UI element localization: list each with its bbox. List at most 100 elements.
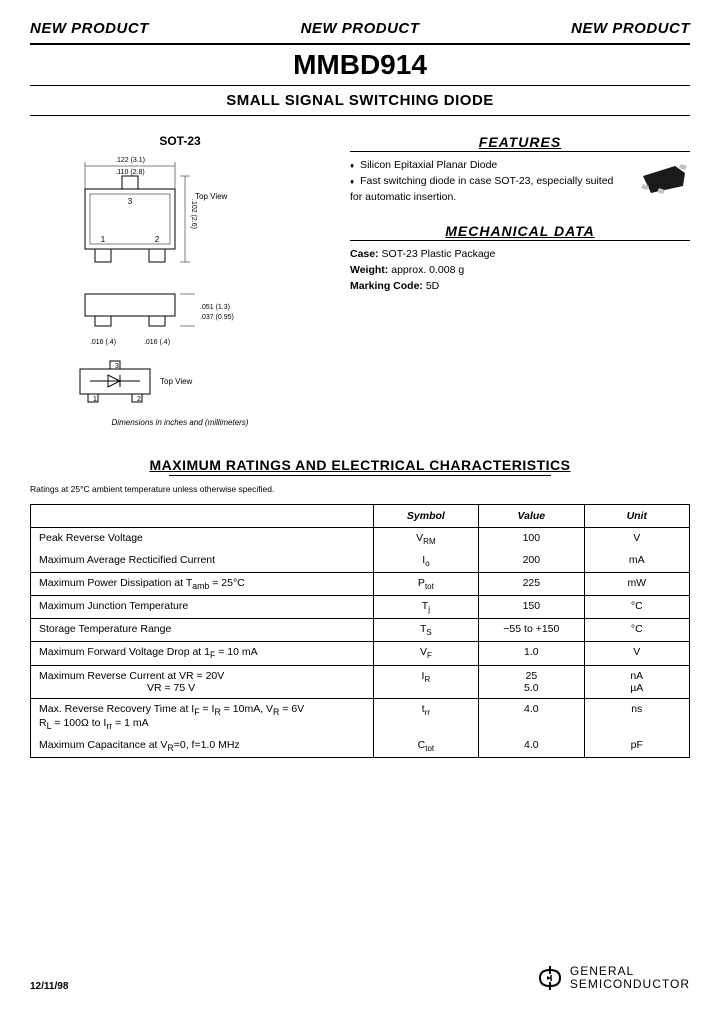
table-row: Maximum Capacitance at VR=0, f=1.0 MHzCt… — [31, 735, 690, 758]
mechanical-header-wrap: MECHANICAL DATA — [350, 223, 690, 241]
cell-unit: pF — [584, 735, 689, 758]
cell-param: Maximum Forward Voltage Drop at 1F = 10 … — [31, 642, 374, 665]
svg-text:2: 2 — [155, 235, 160, 244]
svg-text:1: 1 — [101, 235, 106, 244]
cell-value: −55 to +150 — [479, 619, 584, 642]
rule-top — [30, 43, 690, 45]
logo-text: GENERAL SEMICONDUCTOR — [570, 965, 690, 991]
cell-unit: mW — [584, 573, 689, 596]
features-list: Silicon Epitaxial Planar Diode Fast swit… — [350, 158, 627, 205]
banner-right: NEW PRODUCT — [571, 20, 690, 37]
svg-text:.110 (2.8): .110 (2.8) — [115, 169, 144, 176]
feature-item: Fast switching diode in case SOT-23, esp… — [350, 174, 627, 206]
col-value: Value — [479, 505, 584, 528]
rule-under-part — [30, 85, 690, 86]
banner-center: NEW PRODUCT — [301, 20, 420, 37]
rule-under-ratings — [169, 475, 552, 476]
cell-param: Maximum Average Recticified Current — [31, 550, 374, 573]
marking-label: Marking Code: — [350, 280, 423, 292]
cell-unit: mA — [584, 550, 689, 573]
cell-unit: °C — [584, 596, 689, 619]
cell-value: 4.0 — [479, 735, 584, 758]
weight-label: Weight: — [350, 264, 388, 276]
table-row: Maximum Reverse Current at VR = 20V VR =… — [31, 665, 690, 698]
feature-item: Silicon Epitaxial Planar Diode — [350, 158, 627, 174]
cell-unit: ns — [584, 698, 689, 735]
company-logo: GENERAL SEMICONDUCTOR — [536, 964, 690, 992]
cell-symbol: Ctot — [373, 735, 478, 758]
part-number: MMBD914 — [30, 49, 690, 81]
cell-value: 255.0 — [479, 665, 584, 698]
svg-text:.051 (1.3): .051 (1.3) — [200, 304, 230, 311]
cell-symbol: Tj — [373, 596, 478, 619]
table-row: Max. Reverse Recovery Time at IF = IR = … — [31, 698, 690, 735]
cell-unit: V — [584, 642, 689, 665]
svg-text:.016 (.4): .016 (.4) — [90, 339, 116, 346]
package-label: SOT-23 — [30, 134, 330, 148]
cell-value: 200 — [479, 550, 584, 573]
cell-param: Storage Temperature Range — [31, 619, 374, 642]
features-header-wrap: FEATURES — [350, 134, 690, 152]
package-diagram-column: SOT-23 3 1 2 .122 (3.1) .110 (2.8) — [30, 134, 330, 427]
ratings-header: MAXIMUM RATINGS AND ELECTRICAL CHARACTER… — [30, 457, 690, 473]
cell-unit: V — [584, 528, 689, 551]
mechanical-data: Case: SOT-23 Plastic Package Weight: app… — [350, 247, 690, 294]
cell-param: Maximum Junction Temperature — [31, 596, 374, 619]
col-symbol: Symbol — [373, 505, 478, 528]
cell-symbol: trr — [373, 698, 478, 735]
table-row: Maximum Power Dissipation at Tamb = 25°C… — [31, 573, 690, 596]
ratings-table: Symbol Value Unit Peak Reverse VoltageVR… — [30, 504, 690, 758]
dimensions-note: Dimensions in inches and (millimeters) — [30, 418, 330, 427]
weight-value: approx. 0.008 g — [391, 264, 464, 276]
footer: 12/11/98 GENERAL SEMICONDUCTOR — [30, 964, 690, 992]
cell-param: Max. Reverse Recovery Time at IF = IR = … — [31, 698, 374, 735]
cell-param: Maximum Reverse Current at VR = 20V VR =… — [31, 665, 374, 698]
table-row: Peak Reverse VoltageVRM100V — [31, 528, 690, 551]
cell-param: Maximum Power Dissipation at Tamb = 25°C — [31, 573, 374, 596]
svg-text:2: 2 — [137, 396, 141, 403]
table-row: Maximum Average Recticified CurrentIo200… — [31, 550, 690, 573]
header-banner: NEW PRODUCT NEW PRODUCT NEW PRODUCT — [30, 20, 690, 37]
cell-symbol: VF — [373, 642, 478, 665]
cell-value: 150 — [479, 596, 584, 619]
case-value: SOT-23 Plastic Package — [382, 248, 496, 260]
svg-text:.037 (0.95): .037 (0.95) — [200, 314, 234, 321]
cell-symbol: TS — [373, 619, 478, 642]
features-row: Silicon Epitaxial Planar Diode Fast swit… — [350, 158, 690, 205]
cell-symbol: Io — [373, 550, 478, 573]
rule-under-subtitle — [30, 115, 690, 116]
cell-symbol: VRM — [373, 528, 478, 551]
cell-symbol: IR — [373, 665, 478, 698]
table-row: Maximum Junction TemperatureTj150°C — [31, 596, 690, 619]
svg-text:Top View: Top View — [160, 377, 193, 386]
svg-text:3: 3 — [115, 363, 119, 370]
package-diagram: 3 1 2 .122 (3.1) .110 (2.8) Top View .10… — [30, 154, 310, 414]
top-section: SOT-23 3 1 2 .122 (3.1) .110 (2.8) — [30, 134, 690, 427]
cell-unit: °C — [584, 619, 689, 642]
svg-text:.102 (2.6): .102 (2.6) — [190, 199, 197, 229]
features-header: FEATURES — [350, 134, 690, 150]
table-row: Maximum Forward Voltage Drop at 1F = 10 … — [31, 642, 690, 665]
ratings-note: Ratings at 25°C ambient temperature unle… — [30, 484, 690, 494]
cell-value: 4.0 — [479, 698, 584, 735]
sot23-outline-svg: 3 1 2 .122 (3.1) .110 (2.8) Top View .10… — [30, 154, 310, 414]
marking-value: 5D — [426, 280, 439, 292]
table-row: Storage Temperature RangeTS−55 to +150°C — [31, 619, 690, 642]
col-unit: Unit — [584, 505, 689, 528]
company-line2: SEMICONDUCTOR — [570, 978, 690, 991]
cell-symbol: Ptot — [373, 573, 478, 596]
cell-unit: nAµA — [584, 665, 689, 698]
cell-param: Maximum Capacitance at VR=0, f=1.0 MHz — [31, 735, 374, 758]
svg-text:1: 1 — [93, 396, 97, 403]
case-label: Case: — [350, 248, 379, 260]
svg-text:.016 (.4): .016 (.4) — [144, 339, 170, 346]
cell-value: 1.0 — [479, 642, 584, 665]
svg-text:.122 (3.1): .122 (3.1) — [115, 157, 145, 164]
svg-text:3: 3 — [128, 197, 133, 206]
info-column: FEATURES Silicon Epitaxial Planar Diode … — [350, 134, 690, 427]
footer-date: 12/11/98 — [30, 981, 68, 992]
svg-text:Top View: Top View — [195, 192, 228, 201]
subtitle: SMALL SIGNAL SWITCHING DIODE — [30, 92, 690, 109]
mechanical-header: MECHANICAL DATA — [350, 223, 690, 239]
package-photo — [635, 158, 690, 198]
